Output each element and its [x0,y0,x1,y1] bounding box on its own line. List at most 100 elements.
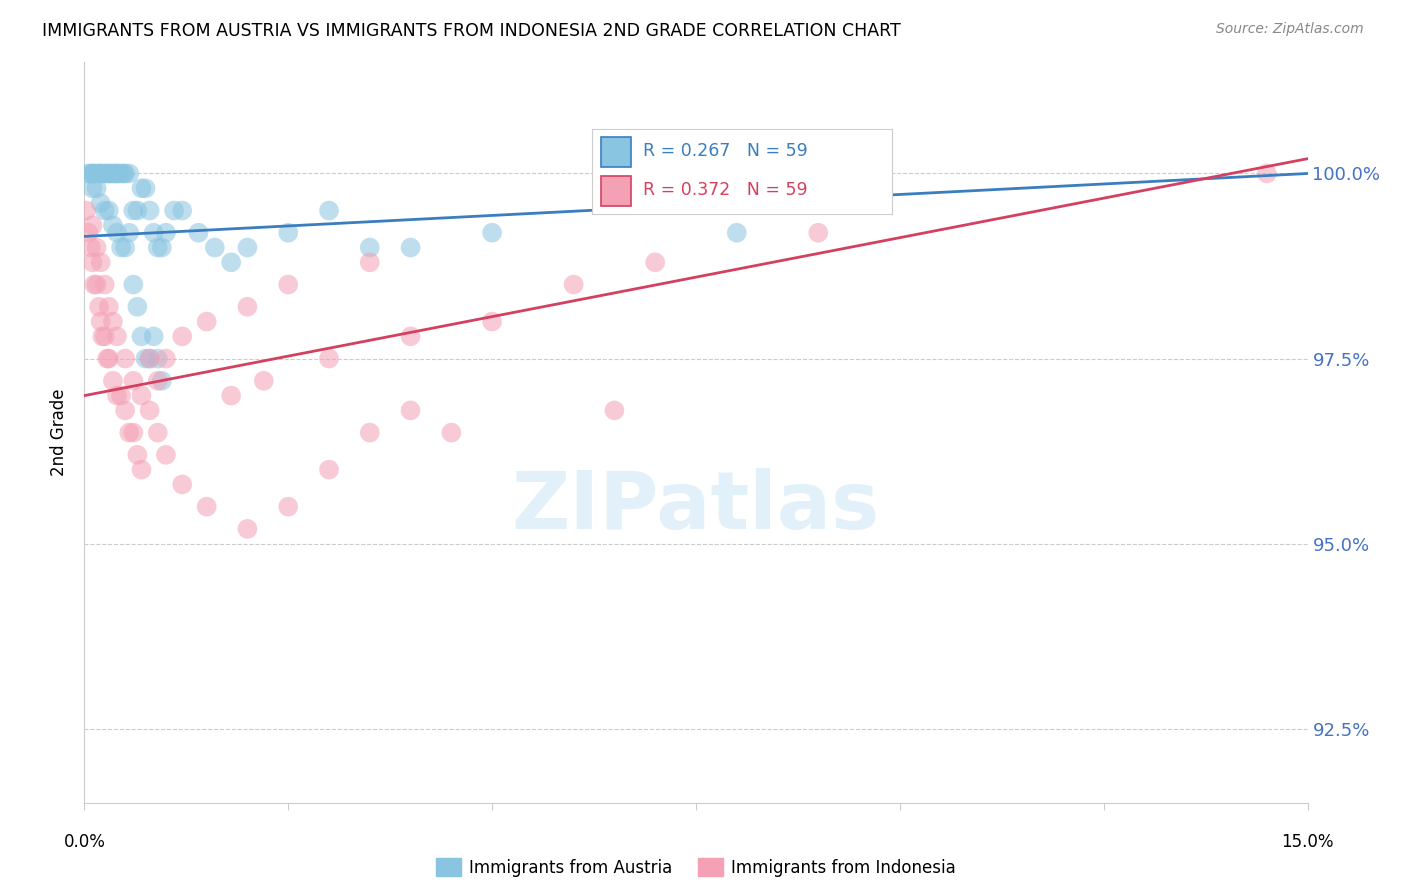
Point [146,351,169,366]
Point [127,448,149,462]
Point [101,167,124,181]
Point [91,329,114,343]
Point [138,203,160,218]
Point [112,167,135,181]
Point [93,203,115,218]
Point [93,329,115,343]
Point [603,403,626,417]
Point [122,374,145,388]
Point [118,425,141,440]
Point [127,203,149,218]
Point [110,167,132,181]
Point [131,181,153,195]
Point [359,425,381,440]
Point [172,203,194,218]
Point [122,277,145,292]
Point [359,241,381,255]
Point [105,167,128,181]
Point [114,241,136,255]
Point [135,351,157,366]
Point [87,167,110,181]
Point [90,167,112,181]
Point [318,351,340,366]
Point [135,181,157,195]
Point [187,226,209,240]
Point [86,277,108,292]
Point [146,425,169,440]
Point [277,500,299,514]
Point [110,241,132,255]
Point [172,329,194,343]
Point [219,255,242,269]
Text: 0.0%: 0.0% [63,833,105,851]
Point [105,226,128,240]
Point [118,167,141,181]
Point [83,277,105,292]
Text: 15.0%: 15.0% [1281,833,1334,851]
Point [82,255,104,269]
Point [101,219,124,233]
Point [105,329,128,343]
Point [204,241,226,255]
Point [93,277,115,292]
Point [644,255,666,269]
Point [107,167,129,181]
Point [172,477,194,491]
Point [155,448,177,462]
Point [96,351,118,366]
Point [82,167,104,181]
Point [90,315,112,329]
Point [236,300,259,314]
Point [87,300,110,314]
Point [118,226,141,240]
Point [127,300,149,314]
Point [163,203,186,218]
Point [138,351,160,366]
Text: Source: ZipAtlas.com: Source: ZipAtlas.com [1216,22,1364,37]
Point [277,226,299,240]
Point [83,167,105,181]
Point [114,403,136,417]
Point [155,226,177,240]
Point [146,374,169,388]
Point [253,374,276,388]
Point [399,241,422,255]
Point [114,351,136,366]
Point [77,167,100,181]
Point [96,167,118,181]
Point [131,462,153,476]
Text: ZIPatlas: ZIPatlas [512,467,880,546]
Point [142,329,165,343]
Point [195,500,218,514]
Point [399,403,422,417]
Point [399,329,422,343]
Point [359,255,381,269]
Point [277,277,299,292]
Point [86,167,108,181]
Point [146,241,169,255]
Point [481,226,503,240]
Point [122,425,145,440]
Y-axis label: 2nd Grade: 2nd Grade [51,389,69,476]
Point [236,241,259,255]
Point [725,226,748,240]
Point [101,374,124,388]
Point [1256,167,1278,181]
Point [97,167,120,181]
Point [104,167,127,181]
Point [97,300,120,314]
Point [138,351,160,366]
Legend: Immigrants from Austria, Immigrants from Indonesia: Immigrants from Austria, Immigrants from… [429,852,963,883]
Point [142,226,165,240]
Point [82,219,104,233]
Point [77,226,100,240]
Point [80,241,103,255]
Point [105,389,128,403]
Point [138,403,160,417]
Point [131,389,153,403]
Point [101,315,124,329]
Point [86,241,108,255]
Point [100,167,122,181]
Point [93,167,115,181]
Point [481,315,503,329]
